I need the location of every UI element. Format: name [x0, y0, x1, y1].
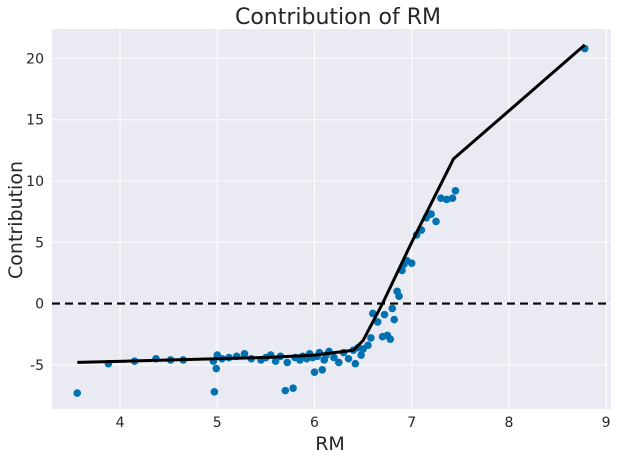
scatter-point — [451, 187, 460, 195]
scatter-point — [373, 318, 382, 326]
scatter-point — [271, 357, 280, 365]
scatter-point — [212, 364, 221, 373]
x-axis-label: RM — [315, 433, 345, 455]
scatter-point — [395, 292, 403, 301]
y-tick-label: 10 — [26, 174, 44, 190]
plot-area — [52, 29, 611, 409]
scatter-point — [240, 350, 249, 358]
chart-title: Contribution of RM — [235, 5, 441, 30]
scatter-point — [210, 388, 219, 396]
y-tick-label: 20 — [26, 51, 44, 67]
scatter-point — [310, 368, 319, 377]
scatter-point — [283, 358, 292, 367]
x-tick-label: 8 — [504, 415, 513, 431]
scatter-point — [427, 210, 435, 218]
scatter-point — [334, 358, 343, 367]
scatter-point — [437, 194, 445, 202]
scatter-point — [357, 351, 365, 359]
scatter-point — [318, 365, 327, 374]
scatter-point — [364, 341, 372, 350]
x-tick-label: 7 — [407, 415, 416, 431]
x-tick-label: 4 — [116, 415, 125, 431]
scatter-point — [432, 217, 440, 226]
scatter-point — [73, 389, 82, 397]
scatter-point — [380, 310, 389, 319]
scatter-point — [386, 335, 395, 343]
y-tick-label: 5 — [35, 235, 44, 251]
scatter-point — [289, 384, 297, 392]
y-tick-label: 15 — [26, 113, 44, 129]
scatter-point — [351, 359, 360, 368]
scatter-point — [388, 304, 397, 313]
scatter-point — [390, 315, 399, 324]
x-tick-label: 6 — [310, 415, 319, 431]
scatter-point — [448, 194, 457, 202]
scatter-point — [281, 386, 290, 395]
x-tick-label: 9 — [602, 415, 611, 431]
scatter-point — [442, 195, 451, 204]
x-tick-label: 5 — [213, 415, 222, 431]
y-tick-label: -5 — [30, 358, 44, 374]
scatter-point — [407, 259, 416, 267]
y-axis-label: Contribution — [5, 161, 27, 279]
scatter-point — [367, 334, 375, 342]
scatter-point — [330, 353, 338, 362]
fit-line — [77, 43, 586, 364]
y-tick-label: 0 — [35, 297, 44, 313]
scatter-point — [344, 354, 353, 363]
